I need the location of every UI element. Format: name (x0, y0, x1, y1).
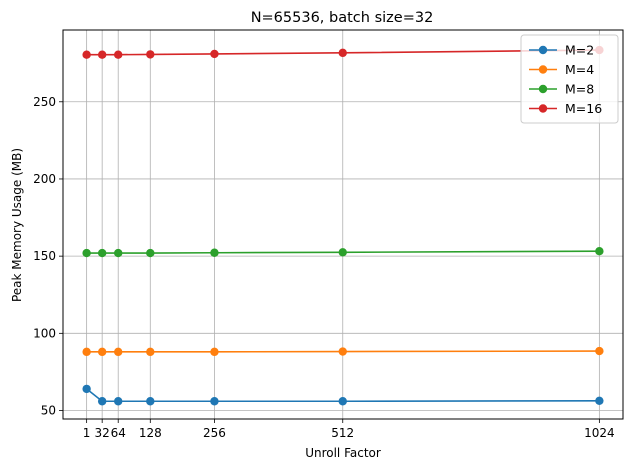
grid (63, 30, 623, 419)
legend-label: M=2 (565, 43, 594, 58)
data-point (146, 397, 155, 406)
legend-label: M=4 (565, 62, 594, 77)
legend-marker (538, 45, 548, 55)
x-tick-label: 1024 (584, 426, 615, 440)
y-tick-label: 200 (33, 172, 56, 186)
data-point (595, 247, 604, 256)
data-point (210, 397, 219, 406)
x-tick-label: 512 (331, 426, 354, 440)
y-tick-label: 250 (33, 95, 56, 109)
data-point (82, 50, 91, 59)
legend-item: M=16 (529, 101, 602, 116)
x-axis: 1 32 64 128 256 512 1024 (83, 419, 615, 440)
chart-title: N=65536, batch size=32 (251, 10, 434, 26)
x-tick-label: 1 (83, 426, 91, 440)
data-point (82, 248, 91, 258)
data-point (97, 397, 107, 406)
data-point (210, 347, 219, 357)
data-point (82, 384, 91, 394)
data-point (114, 50, 123, 59)
data-point (97, 347, 107, 357)
data-point (114, 397, 123, 406)
data-point (114, 248, 123, 258)
y-axis-label: Peak Memory Usage (MB) (10, 148, 24, 302)
data-point (146, 248, 155, 258)
series-m2 (82, 384, 604, 406)
legend: M=2 M=4 M=8 M=16 (520, 34, 619, 124)
data-point (338, 347, 347, 356)
x-tick-label: 32 (95, 426, 110, 440)
legend-marker (538, 104, 548, 113)
series-m8 (82, 247, 604, 258)
data-point (114, 347, 123, 357)
series-m4 (82, 346, 604, 357)
y-tick-label: 50 (41, 404, 56, 418)
data-point (210, 49, 219, 59)
data-point (146, 50, 155, 59)
x-tick-label: 64 (111, 426, 126, 440)
data-point (595, 396, 604, 405)
y-tick-label: 100 (33, 326, 56, 340)
legend-label: M=8 (565, 82, 594, 97)
legend-marker (538, 65, 548, 74)
legend-item: M=8 (529, 82, 594, 97)
legend-item: M=4 (529, 62, 594, 77)
legend-item: M=2 (529, 43, 594, 58)
legend-label: M=16 (565, 101, 602, 116)
x-axis-label: Unroll Factor (305, 446, 381, 460)
y-tick-label: 150 (33, 249, 56, 263)
data-point (338, 48, 347, 58)
data-point (338, 248, 347, 257)
x-tick-label: 256 (203, 426, 226, 440)
data-point (146, 347, 155, 357)
data-point (97, 50, 107, 59)
y-axis: 50 100 150 200 250 (33, 95, 63, 418)
data-point (82, 347, 91, 357)
data-point (210, 248, 219, 257)
data-point (97, 248, 107, 258)
x-tick-label: 128 (139, 426, 162, 440)
series-layer (82, 45, 604, 406)
data-point (595, 346, 604, 356)
legend-box (520, 34, 619, 124)
data-point (338, 397, 347, 406)
legend-marker (538, 84, 548, 94)
